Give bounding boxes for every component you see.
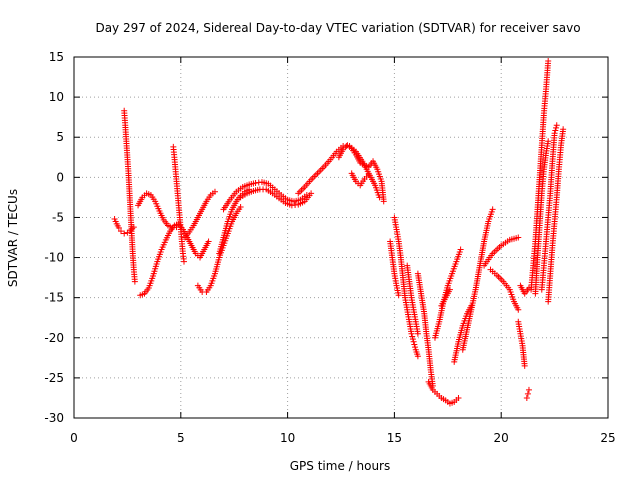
series-arc-15 <box>391 214 421 360</box>
data-point <box>515 234 522 241</box>
y-tick-label: -5 <box>52 210 64 224</box>
data-point <box>308 190 315 197</box>
data-point <box>410 338 417 345</box>
series-arc-21 <box>459 206 496 353</box>
plot-frame <box>73 56 609 419</box>
data-point <box>412 344 419 351</box>
x-tick-label: 25 <box>600 431 615 445</box>
data-point <box>181 258 188 265</box>
series-arc-24 <box>487 266 522 313</box>
series-arc-31 <box>545 126 567 305</box>
y-tick-label: -30 <box>44 411 64 425</box>
data-point <box>545 58 552 65</box>
data-point <box>408 330 415 337</box>
y-axis-label: SDTVAR / TECUs <box>6 189 20 287</box>
data-point <box>524 390 531 397</box>
data-point <box>395 292 402 299</box>
data-point <box>455 394 462 401</box>
axis-ticks <box>73 56 609 419</box>
data-point <box>205 238 212 245</box>
x-tick-labels: 0 5 10 15 20 25 <box>70 431 615 445</box>
series-arc-25 <box>517 282 532 297</box>
y-tick-labels: 15 10 5 0 -5 -10 -15 -20 -25 -30 <box>44 50 64 425</box>
series-arc-16 <box>404 262 421 337</box>
series-arc-12 <box>335 142 387 205</box>
series-arc-8 <box>216 186 253 257</box>
data-point <box>365 171 372 178</box>
data-points <box>111 58 567 407</box>
data-point <box>553 124 560 131</box>
data-point <box>237 204 244 211</box>
series-arc-4 <box>137 220 212 299</box>
series-arc-11 <box>295 143 383 201</box>
series-arc-29 <box>532 138 552 297</box>
data-point <box>131 278 138 285</box>
y-tick-label: -15 <box>44 291 64 305</box>
series-arc-2 <box>121 107 138 285</box>
series-arc-13 <box>348 170 372 189</box>
x-tick-label: 0 <box>70 431 78 445</box>
data-point <box>414 330 421 337</box>
data-point <box>552 127 559 134</box>
series-arc-27 <box>523 386 532 401</box>
data-point <box>121 230 128 237</box>
y-tick-label: 0 <box>56 170 64 184</box>
grid-lines <box>74 57 608 418</box>
y-tick-label: 15 <box>49 50 64 64</box>
data-point <box>211 188 218 195</box>
series-arc-14 <box>387 238 402 299</box>
data-point <box>521 362 528 369</box>
data-point <box>489 206 496 213</box>
series-arc-26 <box>515 318 528 369</box>
series-arc-3 <box>135 190 180 231</box>
x-tick-label: 15 <box>387 431 402 445</box>
series-arc-22 <box>438 286 453 309</box>
data-point <box>446 286 453 293</box>
series-arc-23 <box>481 234 522 269</box>
data-point <box>553 122 560 129</box>
data-point <box>414 353 421 360</box>
data-point <box>411 341 418 348</box>
x-axis-label: GPS time / hours <box>290 459 391 473</box>
series-arc-5 <box>170 143 188 265</box>
series-arc-9 <box>220 179 310 213</box>
data-point <box>117 228 124 235</box>
data-point <box>545 138 552 145</box>
x-tick-label: 20 <box>494 431 509 445</box>
y-tick-label: -25 <box>44 371 64 385</box>
y-tick-label: -10 <box>44 251 64 265</box>
y-tick-label: -20 <box>44 331 64 345</box>
series-arc-10 <box>237 186 315 209</box>
data-point <box>560 126 567 133</box>
data-point <box>409 336 416 343</box>
data-point <box>551 130 558 137</box>
data-point <box>115 224 122 231</box>
data-point <box>380 198 387 205</box>
data-point <box>523 394 530 401</box>
data-point <box>457 246 464 253</box>
data-point <box>409 333 416 340</box>
series-arc-30 <box>538 122 560 293</box>
x-tick-label: 10 <box>280 431 295 445</box>
y-tick-label: 10 <box>49 90 64 104</box>
y-tick-label: 5 <box>56 130 64 144</box>
series-arc-6 <box>182 188 218 241</box>
data-point <box>124 229 131 236</box>
series-arc-17 <box>414 270 436 389</box>
x-tick-label: 5 <box>177 431 185 445</box>
series-arc-19 <box>425 378 462 407</box>
data-point <box>525 386 532 393</box>
data-point <box>515 306 522 313</box>
chart-title: Day 297 of 2024, Sidereal Day-to-day VTE… <box>95 21 580 35</box>
